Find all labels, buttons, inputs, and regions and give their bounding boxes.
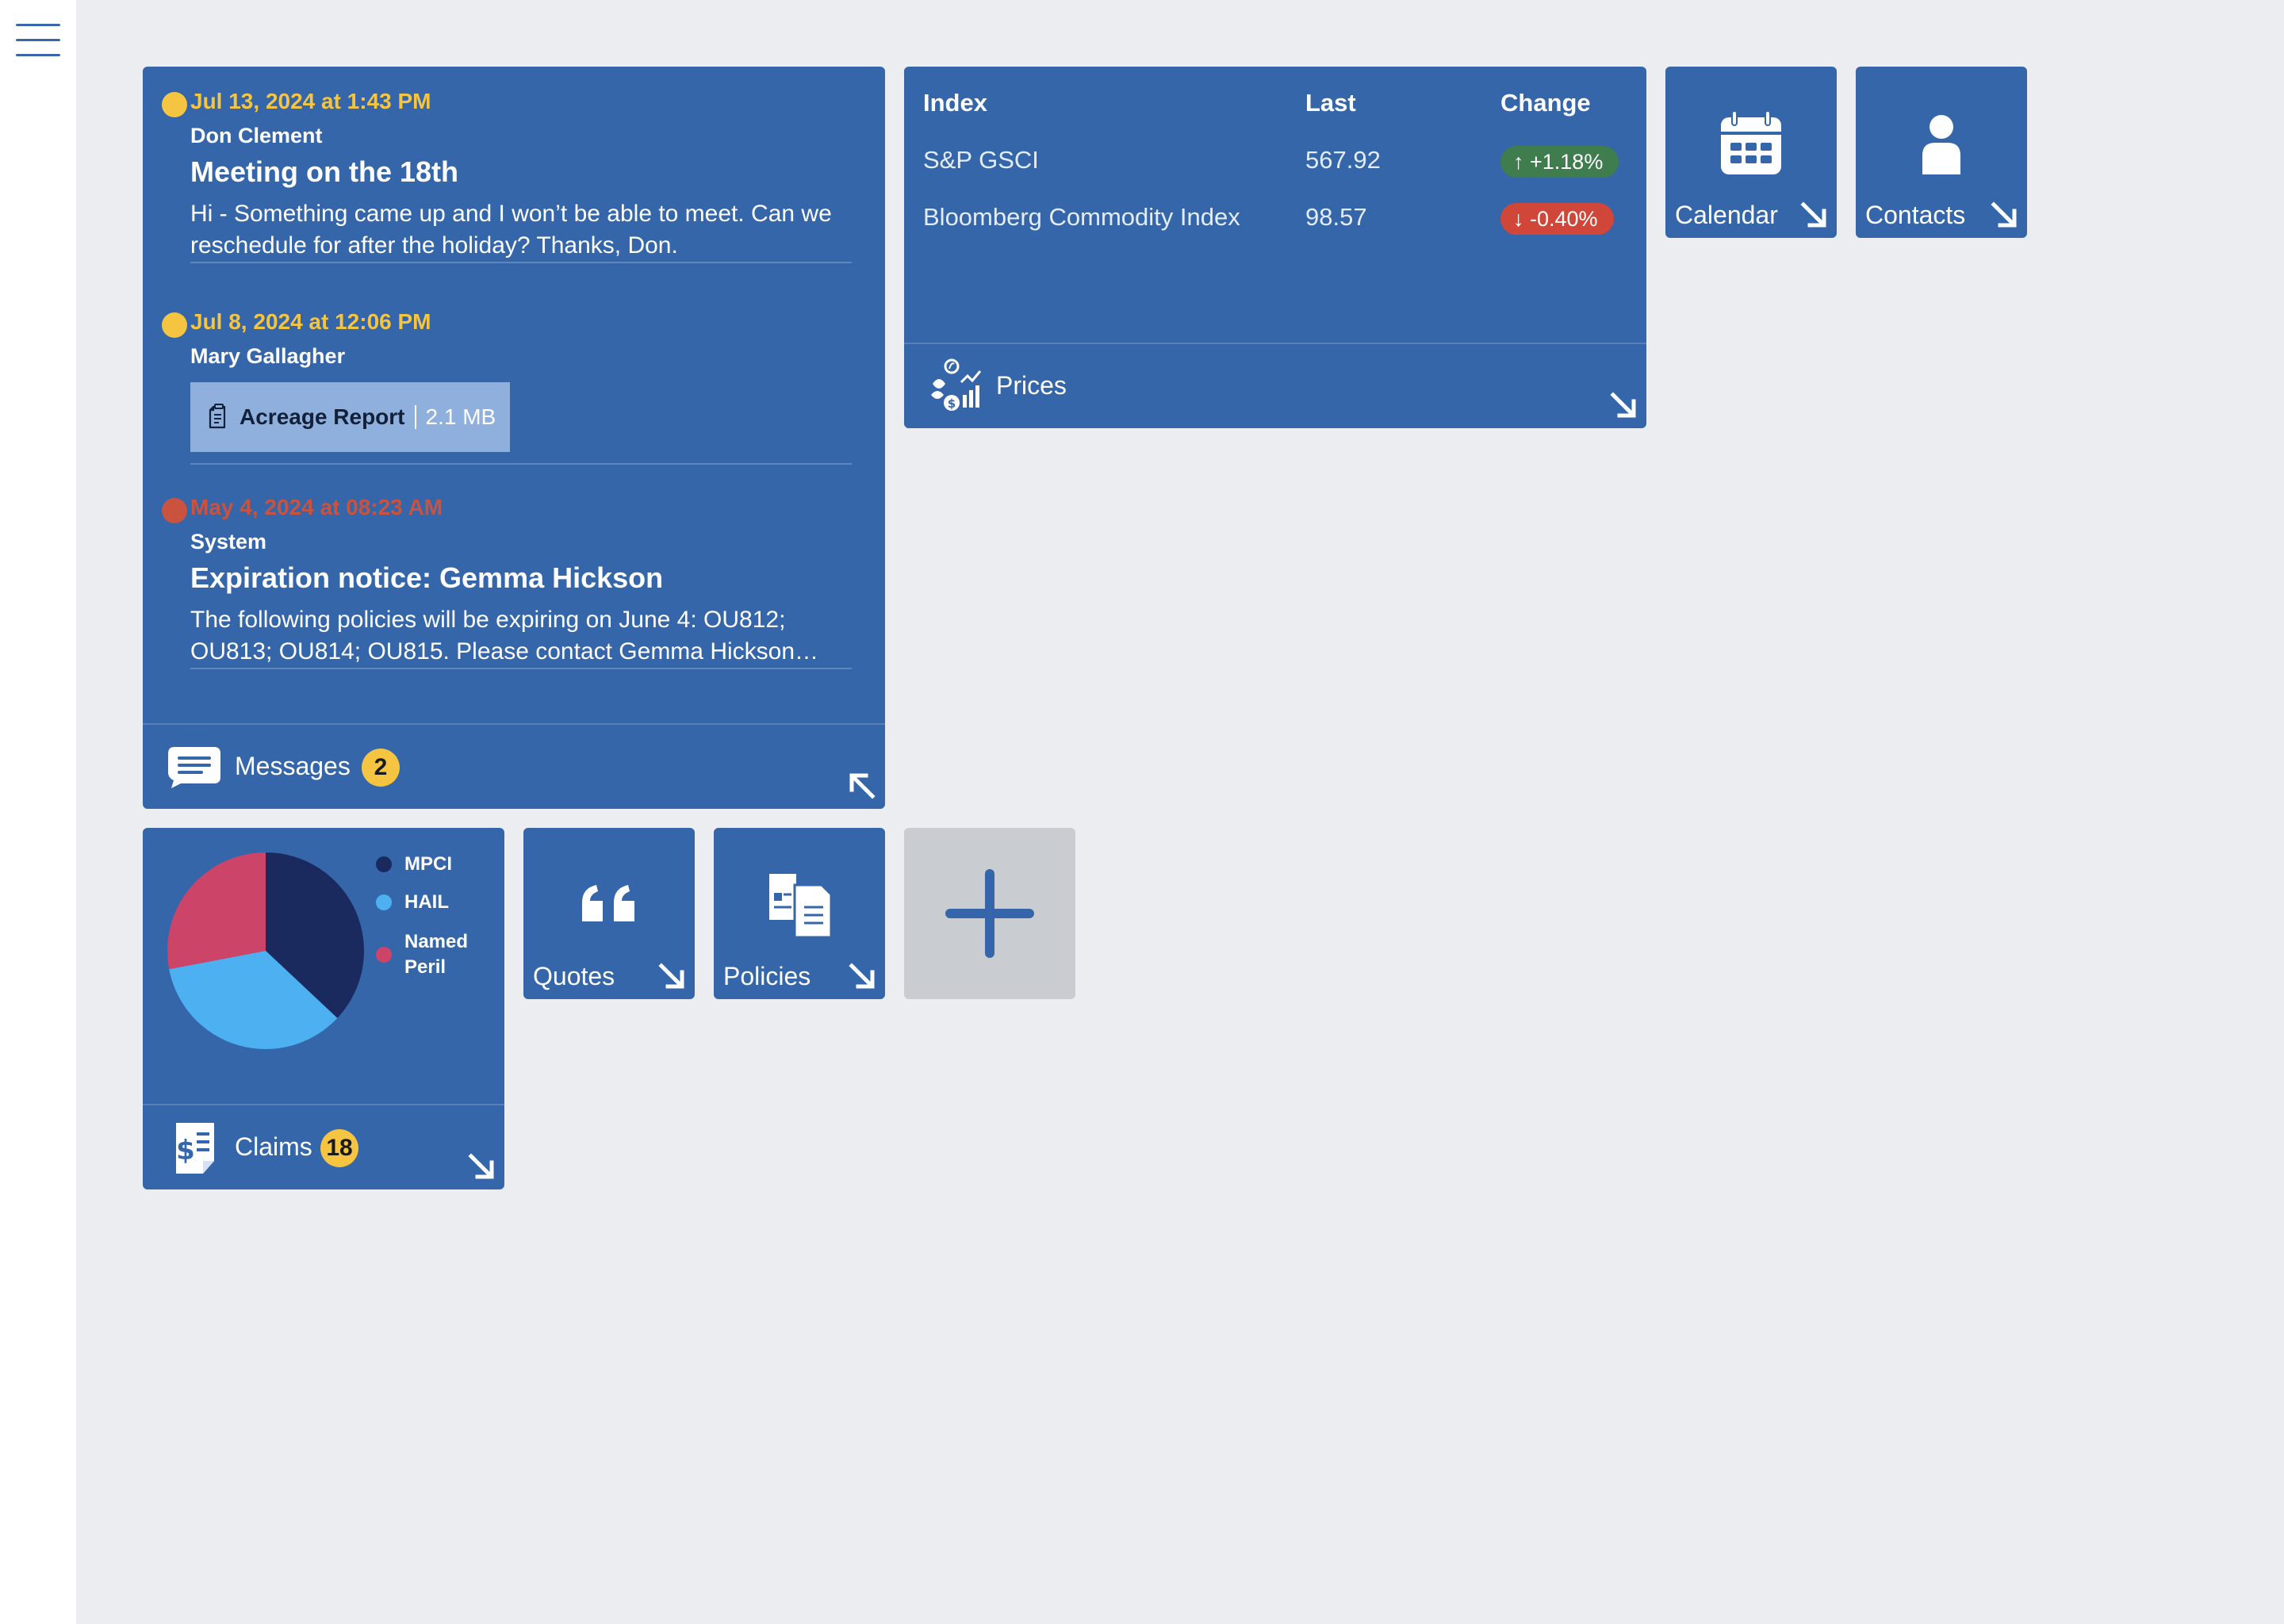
message-subject: Expiration notice: Gemma Hickson [190,561,664,594]
message-body: The following policies will be expiring … [190,607,819,665]
change-down-badge: ↓ -0.40% [1500,203,1614,235]
expand-arrow-icon[interactable] [658,963,685,990]
calendar-label: Calendar [1675,201,1778,229]
legend-label: Named Peril [404,931,469,978]
message-item[interactable]: May 4, 2024 at 08:23 AM System Expiratio… [162,495,852,693]
message-divider [190,463,852,465]
collapse-arrow-icon[interactable] [849,772,876,799]
policies-label: Policies [723,962,811,990]
message-date: Jul 8, 2024 at 12:06 PM [190,309,431,334]
quote-icon [582,885,634,921]
message-body: Hi - Something came up and I won’t be ab… [190,201,832,259]
message-subject: Meeting on the 18th [190,155,459,188]
pie-slice-mpci [266,852,364,1018]
unread-count-badge: 2 [362,749,400,787]
person-icon [1922,115,1960,174]
message-divider [190,668,852,669]
expand-arrow-icon[interactable] [468,1153,495,1180]
messages-footer[interactable]: Messages 2 [143,723,885,809]
messages-label: Messages [235,752,351,780]
pie-slice-named-peril [167,852,266,970]
column-header-last: Last [1305,89,1356,117]
add-tile-button[interactable] [904,828,1075,999]
pie-slice-hail [169,951,338,1049]
claims-label: Claims [235,1132,312,1161]
legend-swatch-hail [376,894,392,910]
svg-text:$: $ [176,1135,195,1166]
attachment-name: Acreage Report [240,404,405,429]
commodity-prices-icon: $ [931,358,982,411]
contacts-tile[interactable]: Contacts [1856,67,2027,238]
message-divider [190,262,852,263]
prices-tile[interactable]: Index Last Change S&P GSCI 567.92 ↑ +1.1… [904,67,1646,428]
unread-status-dot [162,312,187,338]
claim-document-icon: $ [176,1123,214,1174]
change-up-badge: ↑ +1.18% [1500,146,1619,178]
claims-footer[interactable]: $ Claims 18 [143,1104,504,1189]
document-icon [209,404,226,429]
attachment-size: 2.1 MB [425,404,496,429]
message-date: May 4, 2024 at 08:23 AM [190,495,443,519]
prices-label: Prices [996,371,1067,400]
expand-arrow-icon[interactable] [849,963,876,990]
index-last: 567.92 [1305,146,1381,174]
column-header-index: Index [923,89,987,117]
attachment-divider [414,405,416,429]
column-header-change: Change [1500,89,1591,117]
message-sender: Don Clement [190,124,323,147]
quotes-label: Quotes [533,962,615,990]
attachment-chip[interactable]: Acreage Report 2.1 MB [190,382,511,452]
legend-label: MPCI [404,853,452,875]
legend-swatch-mpci [376,856,392,872]
svg-text:$: $ [948,396,956,411]
quotes-tile[interactable]: Quotes [523,828,695,999]
plus-icon [945,869,1034,958]
hamburger-menu-icon[interactable] [16,24,60,57]
claims-pie-chart [167,852,364,1049]
chat-bubble-icon [168,747,220,788]
message-sender: System [190,530,267,553]
contacts-label: Contacts [1865,201,1966,229]
claims-count-badge: 18 [320,1129,358,1167]
documents-icon [769,874,833,939]
prices-footer[interactable]: $ Prices [904,343,1646,428]
message-date: Jul 13, 2024 at 1:43 PM [190,89,431,113]
legend-swatch-named-peril [376,947,392,963]
message-item[interactable]: Jul 8, 2024 at 12:06 PM Mary Gallagher A… [162,309,852,484]
expand-arrow-icon[interactable] [1610,392,1637,419]
side-nav-rail [0,0,76,1624]
message-sender: Mary Gallagher [190,344,346,368]
index-name: Bloomberg Commodity Index [923,203,1240,231]
index-name: S&P GSCI [923,146,1039,174]
unread-status-dot [162,92,187,117]
legend-label: HAIL [404,891,449,913]
expand-arrow-icon[interactable] [1991,201,2018,228]
calendar-icon [1721,110,1781,174]
claims-tile[interactable]: MPCI HAIL Named Peril $ Claims 18 [143,828,504,1189]
message-item[interactable]: Jul 13, 2024 at 1:43 PM Don Clement Meet… [162,89,852,285]
calendar-tile[interactable]: Calendar [1665,67,1837,238]
messages-tile[interactable]: Jul 13, 2024 at 1:43 PM Don Clement Meet… [143,67,885,809]
alert-status-dot [162,498,187,523]
index-last: 98.57 [1305,203,1367,231]
policies-tile[interactable]: Policies [714,828,885,999]
expand-arrow-icon[interactable] [1800,201,1827,228]
